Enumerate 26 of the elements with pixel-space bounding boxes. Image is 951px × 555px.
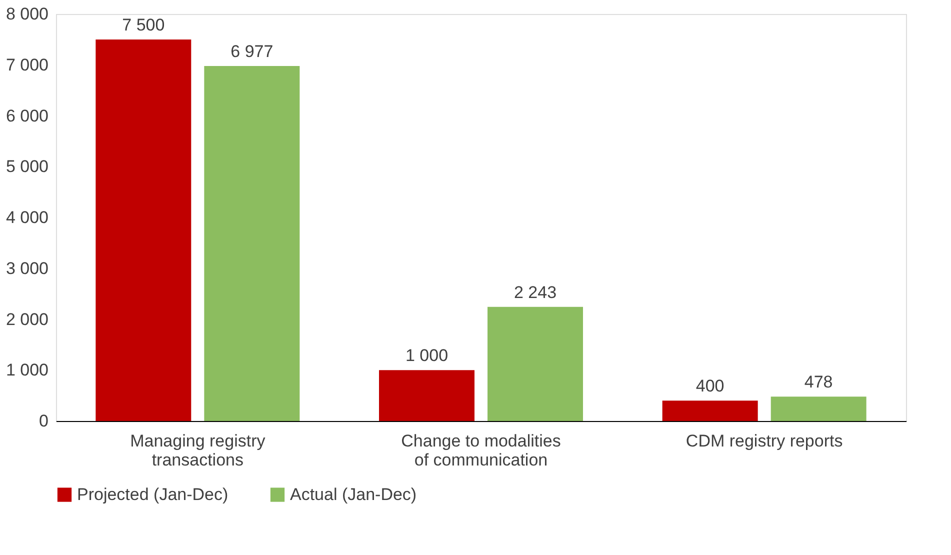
bar	[488, 306, 583, 421]
legend-label: Projected (Jan-Dec)	[77, 484, 228, 504]
data-label: 7 500	[122, 15, 165, 34]
y-tick-label: 1 000	[6, 360, 48, 380]
y-tick-label: 8 000	[6, 4, 48, 24]
bar	[770, 396, 866, 421]
bar	[96, 39, 192, 421]
data-label: 2 243	[514, 282, 557, 302]
bar	[204, 66, 300, 421]
bar	[662, 400, 758, 421]
y-tick-label: 2 000	[6, 310, 48, 329]
data-label: 478	[804, 372, 833, 392]
x-tick-label: CDM registry reports	[686, 432, 843, 450]
y-tick-label: 0	[39, 412, 48, 430]
y-tick-label: 5 000	[6, 157, 48, 176]
y-tick-label: 4 000	[6, 208, 48, 227]
data-label: 6 977	[230, 42, 274, 62]
data-label: 1 000	[405, 346, 448, 366]
legend-label: Actual (Jan-Dec)	[290, 484, 417, 504]
y-tick-label: 3 000	[6, 258, 48, 278]
data-label: 400	[696, 376, 724, 396]
bar	[379, 370, 474, 421]
x-tick-label: Managing registry transactions	[130, 432, 266, 470]
y-tick-label: 6 000	[6, 106, 48, 126]
y-tick-label: 7 000	[6, 55, 48, 74]
x-tick-label: Change to modalities of communication	[401, 432, 561, 470]
